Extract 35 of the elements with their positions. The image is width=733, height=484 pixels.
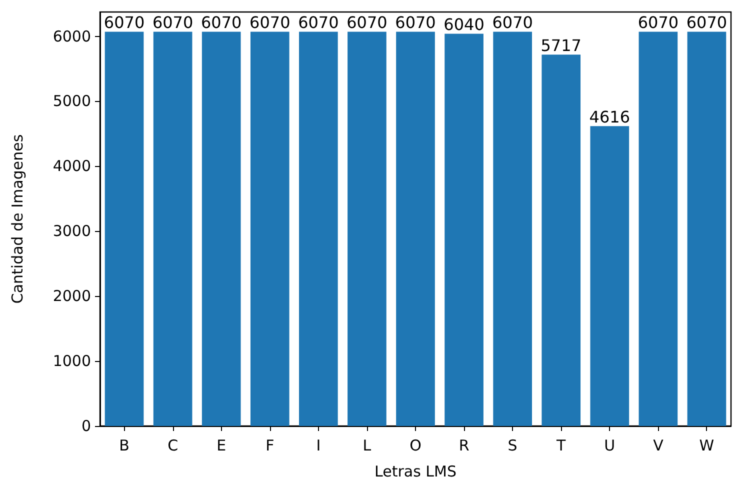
data-label: 6070 — [686, 13, 728, 32]
data-label: 6070 — [104, 13, 145, 32]
x-tick-label: T — [556, 436, 567, 454]
data-label: 6070 — [395, 13, 436, 32]
y-tick-label: 4000 — [52, 157, 91, 176]
x-tick-label: U — [604, 436, 616, 454]
x-tick-label: E — [216, 436, 226, 454]
data-label: 6040 — [444, 15, 484, 34]
x-tick-label: V — [653, 436, 664, 454]
x-tick-label: B — [119, 436, 130, 454]
data-label: 6070 — [200, 13, 242, 32]
data-label: 6070 — [346, 13, 388, 32]
y-axis-title: Cantidad de Imagenes — [8, 134, 26, 304]
data-label: 6070 — [638, 13, 679, 32]
x-tick-label: C — [168, 436, 178, 454]
data-label: 6070 — [298, 13, 339, 32]
y-tick-label: 0 — [81, 417, 91, 435]
x-tick-label: W — [699, 436, 714, 454]
y-tick-label: 1000 — [52, 352, 91, 370]
data-label: 6070 — [250, 13, 290, 32]
x-tick-label: R — [458, 436, 470, 454]
data-label: 5717 — [540, 36, 582, 56]
y-tick-label: 5000 — [52, 92, 91, 110]
x-tick-label: I — [316, 436, 321, 454]
data-label: 4616 — [589, 108, 630, 127]
y-tick-label: 3000 — [52, 222, 91, 240]
y-tick-label: 6000 — [52, 27, 91, 46]
x-tick-label: F — [266, 436, 274, 454]
y-tick-label: 2000 — [52, 287, 91, 306]
x-tick-label: O — [410, 436, 422, 454]
x-tick-label: L — [362, 436, 372, 454]
x-axis-title: Letras LMS — [374, 462, 456, 480]
data-label: 6070 — [152, 13, 194, 32]
x-tick-label: S — [508, 436, 518, 454]
data-label: 6070 — [492, 13, 533, 32]
